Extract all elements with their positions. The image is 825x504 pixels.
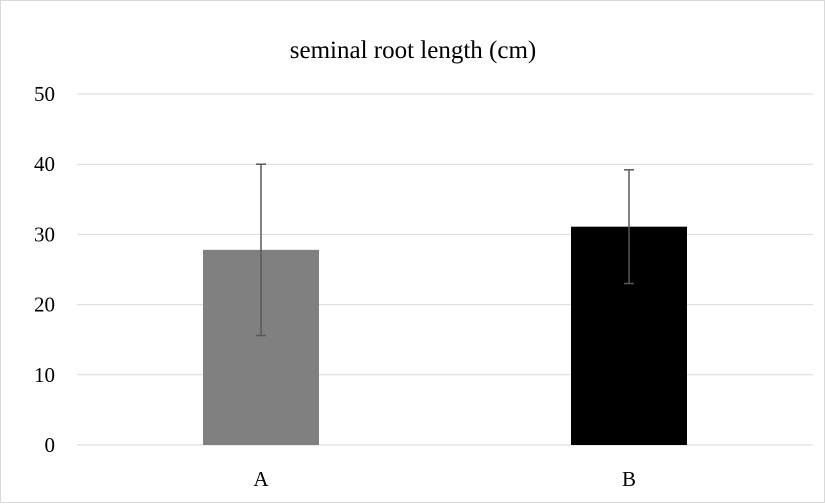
y-tick-label-10: 10 bbox=[34, 363, 55, 387]
chart-title: seminal root length (cm) bbox=[290, 37, 536, 64]
y-tick-label-50: 50 bbox=[34, 82, 55, 106]
x-tick-label-A: A bbox=[253, 467, 269, 491]
gridlines bbox=[77, 93, 813, 446]
y-tick-label-0: 0 bbox=[45, 433, 56, 457]
error-bar-B bbox=[624, 169, 634, 285]
y-axis-tick-labels: 0 10 20 30 40 50 bbox=[34, 82, 55, 457]
error-bar-A bbox=[256, 163, 266, 337]
error-bars bbox=[256, 163, 634, 337]
bars bbox=[203, 226, 687, 445]
x-tick-label-B: B bbox=[622, 467, 636, 491]
y-tick-label-20: 20 bbox=[34, 293, 55, 317]
y-tick-label-30: 30 bbox=[34, 222, 55, 246]
y-tick-label-40: 40 bbox=[34, 152, 55, 176]
